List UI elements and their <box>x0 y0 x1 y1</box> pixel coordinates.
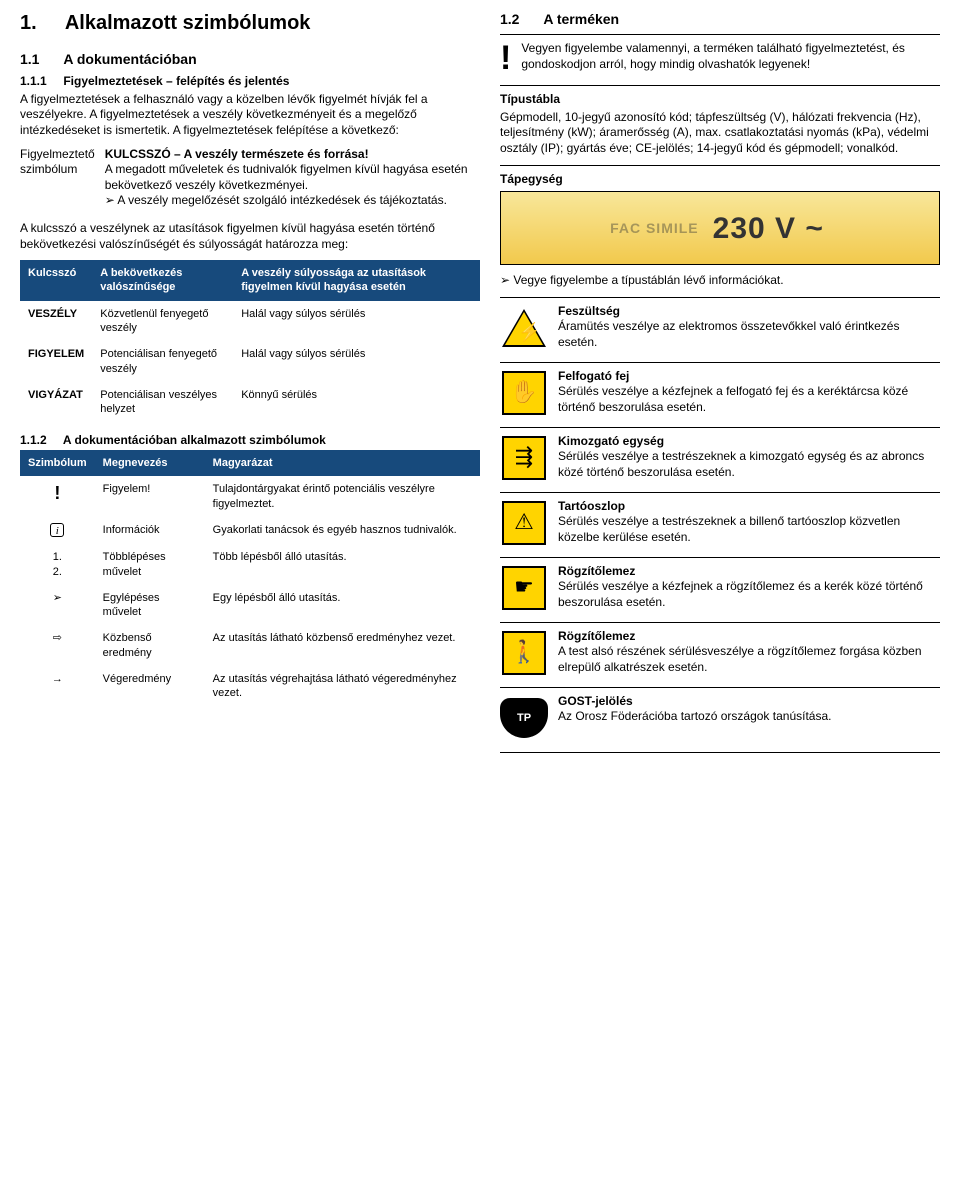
power-heading: Tápegység <box>500 172 940 188</box>
power-note: ➢ Vegye figyelembe a típustáblán lévő in… <box>500 273 940 289</box>
hazard-desc: A test alsó részének sérülésveszélye a r… <box>558 644 940 675</box>
divider <box>500 165 940 166</box>
attention-icon: ! <box>500 41 511 75</box>
table-row: Könnyű sérülés <box>233 382 480 423</box>
divider <box>500 752 940 753</box>
hazard-icon: 🚶 <box>502 631 546 675</box>
divider <box>500 297 940 298</box>
hazard-icon: ✋ <box>502 371 546 415</box>
hazard-icon: ⚠ <box>502 501 546 545</box>
hazard-desc: Áramütés veszélye az elektromos összetev… <box>558 319 940 350</box>
divider <box>500 362 940 363</box>
hazard-title: Tartóoszlop <box>558 499 940 515</box>
table-row: Gyakorlati tanácsok és egyéb hasznos tud… <box>205 517 480 544</box>
section-1-1-2-heading: 1.1.2 A dokumentációban alkalmazott szim… <box>20 433 480 449</box>
symbol-cell: → <box>20 666 95 707</box>
hazard-title: Rögzítőlemez <box>558 629 940 645</box>
table-row: Információk <box>95 517 205 544</box>
divider <box>500 34 940 35</box>
table-row: Többlépéses művelet <box>95 544 205 585</box>
warning-line-action: ➢ A veszély megelőzését szolgáló intézke… <box>105 193 480 209</box>
warning-symbol-label: Figyelmeztető szimbólum <box>20 147 95 209</box>
keyword-table-h3: A veszély súlyossága az utasítások figye… <box>233 260 480 301</box>
hazard-row: ☛ RögzítőlemezSérülés veszélye a kézfejne… <box>500 564 940 612</box>
keyword-table-h2: A bekövetkezés valószínűsége <box>92 260 233 301</box>
table-row: Figyelem! <box>95 476 205 517</box>
section-1-1-1-heading: 1.1.1 Figyelmeztetések – felépítés és je… <box>20 74 480 90</box>
symbol-table-h2: Megnevezés <box>95 450 205 476</box>
symbol-cell: 1.2. <box>20 544 95 585</box>
divider <box>500 85 940 86</box>
hazard-title: Felfogató fej <box>558 369 940 385</box>
table-row: Közvetlenül fenyegető veszély <box>92 301 233 342</box>
table-row: Egy lépésből álló utasítás. <box>205 585 480 626</box>
gost-icon: TP <box>500 698 548 738</box>
divider <box>500 687 940 688</box>
hazard-row: 🚶 RögzítőlemezA test alsó részének sérülé… <box>500 629 940 677</box>
hazard-title: Rögzítőlemez <box>558 564 940 580</box>
product-note-row: ! Vegyen figyelembe valamennyi, a termék… <box>500 41 940 75</box>
symbol-table: Szimbólum Megnevezés Magyarázat !Figyele… <box>20 450 480 707</box>
table-row: VIGYÁZAT <box>20 382 92 423</box>
section-1-heading: 1. Alkalmazott szimbólumok <box>20 10 480 36</box>
hazard-row: TP GOST-jelölésAz Orosz Föderációba tarto… <box>500 694 940 742</box>
table-row: VESZÉLY <box>20 301 92 342</box>
table-row: Több lépésből álló utasítás. <box>205 544 480 585</box>
symbol-cell: ⇨ <box>20 625 95 666</box>
hazard-icon: ☛ <box>502 566 546 610</box>
symbol-cell: ➢ <box>20 585 95 626</box>
typeplate-text: Gépmodell, 10-jegyű azonosító kód; tápfe… <box>500 110 940 157</box>
intro-paragraph: A figyelmeztetések a felhasználó vagy a … <box>20 92 480 139</box>
hazard-desc: Az Orosz Föderációba tartozó országok ta… <box>558 709 940 725</box>
divider <box>500 557 940 558</box>
typeplate-heading: Típustábla <box>500 92 940 108</box>
keyword-table-h1: Kulcsszó <box>20 260 92 301</box>
hazard-title: Kimozgató egység <box>558 434 940 450</box>
hazard-row: ⚡ FeszültségÁramütés veszélye az elektrom… <box>500 304 940 352</box>
hazard-row: ✋ Felfogató fejSérülés veszélye a kézfejn… <box>500 369 940 417</box>
hazard-row: ⚠ TartóoszlopSérülés veszélye a testrésze… <box>500 499 940 547</box>
table-row: Közbenső eredmény <box>95 625 205 666</box>
hazard-desc: Sérülés veszélye a testrészeknek a bille… <box>558 514 940 545</box>
table-row: Halál vagy súlyos sérülés <box>233 301 480 342</box>
keyword-table: Kulcsszó A bekövetkezés valószínűsége A … <box>20 260 480 422</box>
section-1-1-heading: 1.1 A dokumentációban <box>20 50 480 68</box>
section-1-2-heading: 1.2 A terméken <box>500 10 940 28</box>
symbol-cell: i <box>20 517 95 544</box>
divider <box>500 492 940 493</box>
warning-structure-box: Figyelmeztető szimbólum KULCSSZÓ – A ves… <box>20 147 480 209</box>
table-row: Az utasítás végrehajtása látható végered… <box>205 666 480 707</box>
warning-line-consequence: A megadott műveletek és tudnivalók figye… <box>105 162 480 193</box>
voltage-warning-icon: ⚡ <box>502 309 546 347</box>
table-row: Halál vagy súlyos sérülés <box>233 341 480 382</box>
divider <box>500 427 940 428</box>
hazard-desc: Sérülés veszélye a kézfejnek a felfogató… <box>558 384 940 415</box>
symbol-cell: ! <box>20 476 95 517</box>
product-note-text: Vegyen figyelembe valamennyi, a terméken… <box>521 41 940 72</box>
table-row: Potenciálisan veszélyes helyzet <box>92 382 233 423</box>
hazard-desc: Sérülés veszélye a testrészeknek a kimoz… <box>558 449 940 480</box>
hazard-icon: ⇶ <box>502 436 546 480</box>
hazard-desc: Sérülés veszélye a kézfejnek a rögzítőle… <box>558 579 940 610</box>
symbol-table-h3: Magyarázat <box>205 450 480 476</box>
table-row: Tulajdontárgyakat érintő potenciális ves… <box>205 476 480 517</box>
keyword-intro-paragraph: A kulcsszó a veszélynek az utasítások fi… <box>20 221 480 252</box>
table-row: Végeredmény <box>95 666 205 707</box>
table-row: Potenciálisan fenyegető veszély <box>92 341 233 382</box>
hazard-title: GOST-jelölés <box>558 694 940 710</box>
table-row: Az utasítás látható közbenső eredményhez… <box>205 625 480 666</box>
table-row: FIGYELEM <box>20 341 92 382</box>
table-row: Egylépéses művelet <box>95 585 205 626</box>
hazard-title: Feszültség <box>558 304 940 320</box>
power-label-plate: FAC SIMILE 230 V ~ <box>500 191 940 265</box>
symbol-table-h1: Szimbólum <box>20 450 95 476</box>
hazard-row: ⇶ Kimozgató egységSérülés veszélye a test… <box>500 434 940 482</box>
divider <box>500 622 940 623</box>
warning-line-keyword: KULCSSZÓ – A veszély természete és forrá… <box>105 147 480 163</box>
